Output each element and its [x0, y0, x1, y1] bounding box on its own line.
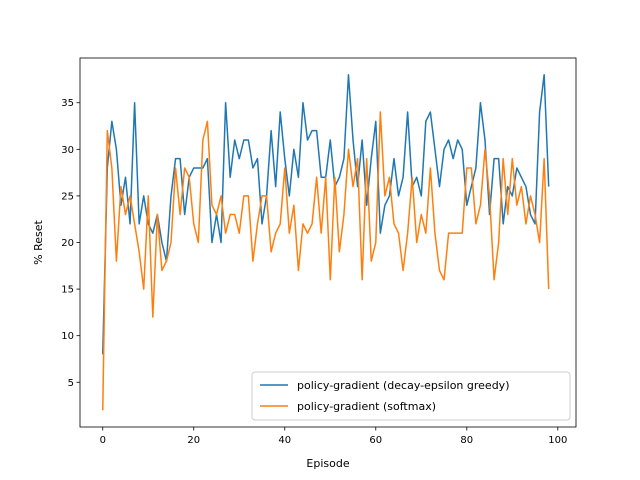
legend-entry-softmax: policy-gradient (softmax): [297, 400, 436, 413]
y-axis: 5 10 15 20 25 30 35: [61, 98, 80, 389]
y-tick-label: 5: [68, 378, 74, 389]
x-axis-label: Episode: [306, 457, 349, 470]
y-axis-label: % Reset: [32, 219, 45, 264]
x-axis: 0 20 40 60 80 100: [100, 427, 567, 446]
y-tick-label: 25: [61, 191, 74, 202]
legend-entry-decay-epsilon: policy-gradient (decay-epsilon greedy): [297, 379, 509, 392]
x-tick-label: 100: [548, 435, 567, 446]
series-line-1: [102, 111, 550, 411]
y-tick-label: 30: [61, 145, 74, 156]
y-tick-label: 15: [61, 285, 74, 296]
y-tick-label: 10: [61, 331, 74, 342]
legend: policy-gradient (decay-epsilon greedy) p…: [251, 371, 571, 421]
x-tick-label: 40: [278, 435, 291, 446]
y-tick-label: 35: [61, 98, 74, 109]
x-tick-label: 80: [460, 435, 473, 446]
legend-box: [251, 371, 571, 421]
x-tick-label: 0: [100, 435, 106, 446]
y-tick-label: 20: [61, 238, 74, 249]
x-tick-label: 20: [187, 435, 200, 446]
x-tick-label: 60: [369, 435, 382, 446]
